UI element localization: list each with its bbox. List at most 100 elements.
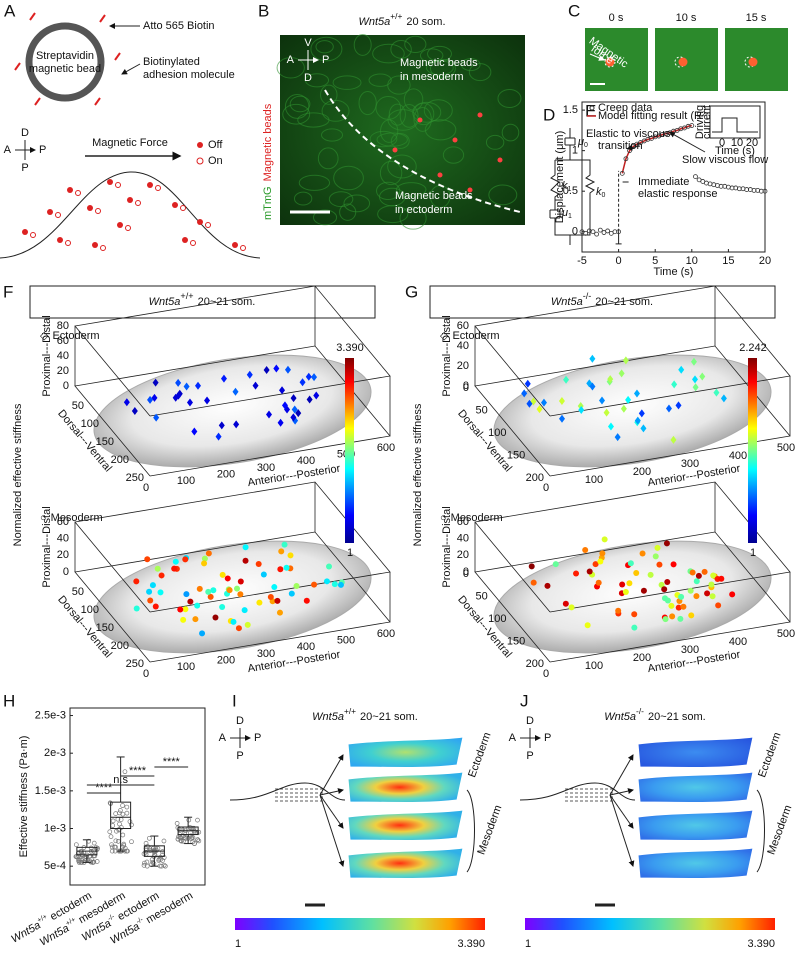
stiffness-point — [692, 383, 699, 392]
colorbar-label: 1 — [525, 938, 531, 950]
box — [110, 801, 132, 830]
y-tick-label: 50 — [72, 586, 84, 598]
stiffness-point — [235, 625, 242, 632]
label: magnetic bead — [29, 63, 101, 75]
panel-letter: E — [585, 101, 596, 120]
jitter-dot — [109, 848, 115, 854]
stiffness-point — [536, 405, 543, 414]
bead-dot — [30, 232, 36, 238]
stiffness-point — [599, 550, 606, 557]
stiffness-point — [199, 630, 206, 637]
force-arrow — [589, 53, 605, 61]
annotation: Immediate — [638, 176, 689, 188]
heatmap-slice — [637, 736, 754, 768]
jitter-dot — [179, 838, 184, 844]
stiffness-point — [528, 563, 535, 570]
heatmap-slice — [347, 771, 464, 803]
stiffness-point — [552, 561, 559, 568]
element-symbol: k — [596, 186, 602, 198]
compass-label: D — [236, 715, 244, 727]
x-tick-label: 300 — [257, 648, 275, 660]
bead-dot — [65, 240, 71, 246]
cell — [399, 103, 419, 128]
genotype: +/+ — [65, 916, 77, 927]
cell — [395, 182, 427, 197]
y-tick-label: 150 — [507, 449, 525, 461]
y-tick-label: 200 — [526, 472, 544, 484]
creep-point — [594, 231, 600, 237]
stiffness-point — [524, 379, 531, 388]
stiffness-point — [123, 398, 130, 407]
stiffness-point — [563, 375, 570, 384]
stiffness-point — [242, 557, 249, 564]
jitter-dot — [124, 810, 130, 816]
stiffness-point — [205, 588, 212, 595]
creep-point — [605, 228, 611, 234]
inset-axis-label: Time (s) — [715, 145, 755, 157]
creep-point — [762, 188, 768, 194]
stiffness-point — [224, 575, 231, 582]
bead-dot — [115, 182, 121, 188]
stiffness-point — [182, 606, 189, 613]
stiffness-point — [584, 622, 591, 629]
y-tick-label: 2e-3 — [44, 747, 66, 759]
bead-dot — [205, 222, 211, 228]
jitter-dot — [121, 843, 127, 848]
cell — [304, 73, 330, 88]
compass-label: A — [509, 732, 517, 744]
stiffness-point — [299, 378, 306, 387]
jitter-dot — [113, 838, 119, 844]
stiffness-point — [212, 614, 219, 621]
jitter-dot — [117, 810, 122, 816]
stiffness-point — [638, 409, 645, 418]
jitter-dot — [122, 845, 128, 851]
bead-dot — [100, 245, 106, 251]
element-symbol: μ — [577, 136, 584, 148]
jitter-dot — [161, 838, 167, 844]
stiffness-point — [661, 595, 668, 602]
stiffness-point — [281, 401, 288, 410]
stiffness-point — [607, 422, 614, 431]
legend-label: On — [208, 155, 223, 167]
stiffness-point — [658, 581, 665, 588]
stiffness-point — [157, 589, 164, 596]
compass-label: D — [526, 715, 534, 727]
jitter-dot — [190, 835, 196, 840]
circuit — [549, 128, 596, 245]
driving-signal — [712, 117, 758, 133]
label: Streptavidin — [36, 50, 94, 62]
element-sub: 0 — [584, 142, 588, 149]
stiffness-point — [589, 382, 596, 391]
stiffness-point — [323, 578, 330, 585]
z-tick-label: 40 — [457, 340, 469, 352]
genotype: +/+ — [344, 706, 356, 716]
heatmap-slice — [347, 736, 464, 768]
stage: 20~21 som. — [648, 711, 706, 723]
cell — [372, 43, 405, 64]
name: Mesoderm — [451, 512, 503, 524]
annotation: Slow viscous flow — [682, 154, 768, 166]
cell — [424, 119, 457, 141]
compass-label: A — [4, 144, 12, 156]
stiffness-point — [671, 380, 678, 389]
colorbar-label: 1 — [750, 547, 756, 559]
genotype: -/- — [636, 706, 644, 716]
x-tick-label: 500 — [777, 442, 795, 454]
y-tick-label: 150 — [507, 635, 525, 647]
stiffness-point — [631, 624, 638, 631]
bead-dot — [232, 242, 238, 248]
layer-label: Mesoderm — [765, 803, 794, 856]
symbol: ◇ — [40, 330, 49, 342]
pointer — [668, 131, 706, 153]
compass-label: P — [236, 750, 243, 762]
stiffness-point — [678, 593, 685, 600]
y-tick-label: 5e-4 — [44, 860, 66, 872]
annotation: Elastic to viscous — [586, 128, 671, 140]
channel: mTmG — [262, 186, 274, 220]
x-tick-label: 15 — [722, 255, 734, 267]
jitter-dot — [161, 862, 167, 868]
title-box — [429, 285, 776, 319]
genotype: -/- — [583, 291, 592, 301]
bead-dot — [125, 225, 131, 231]
panel-letter: F — [3, 282, 13, 301]
